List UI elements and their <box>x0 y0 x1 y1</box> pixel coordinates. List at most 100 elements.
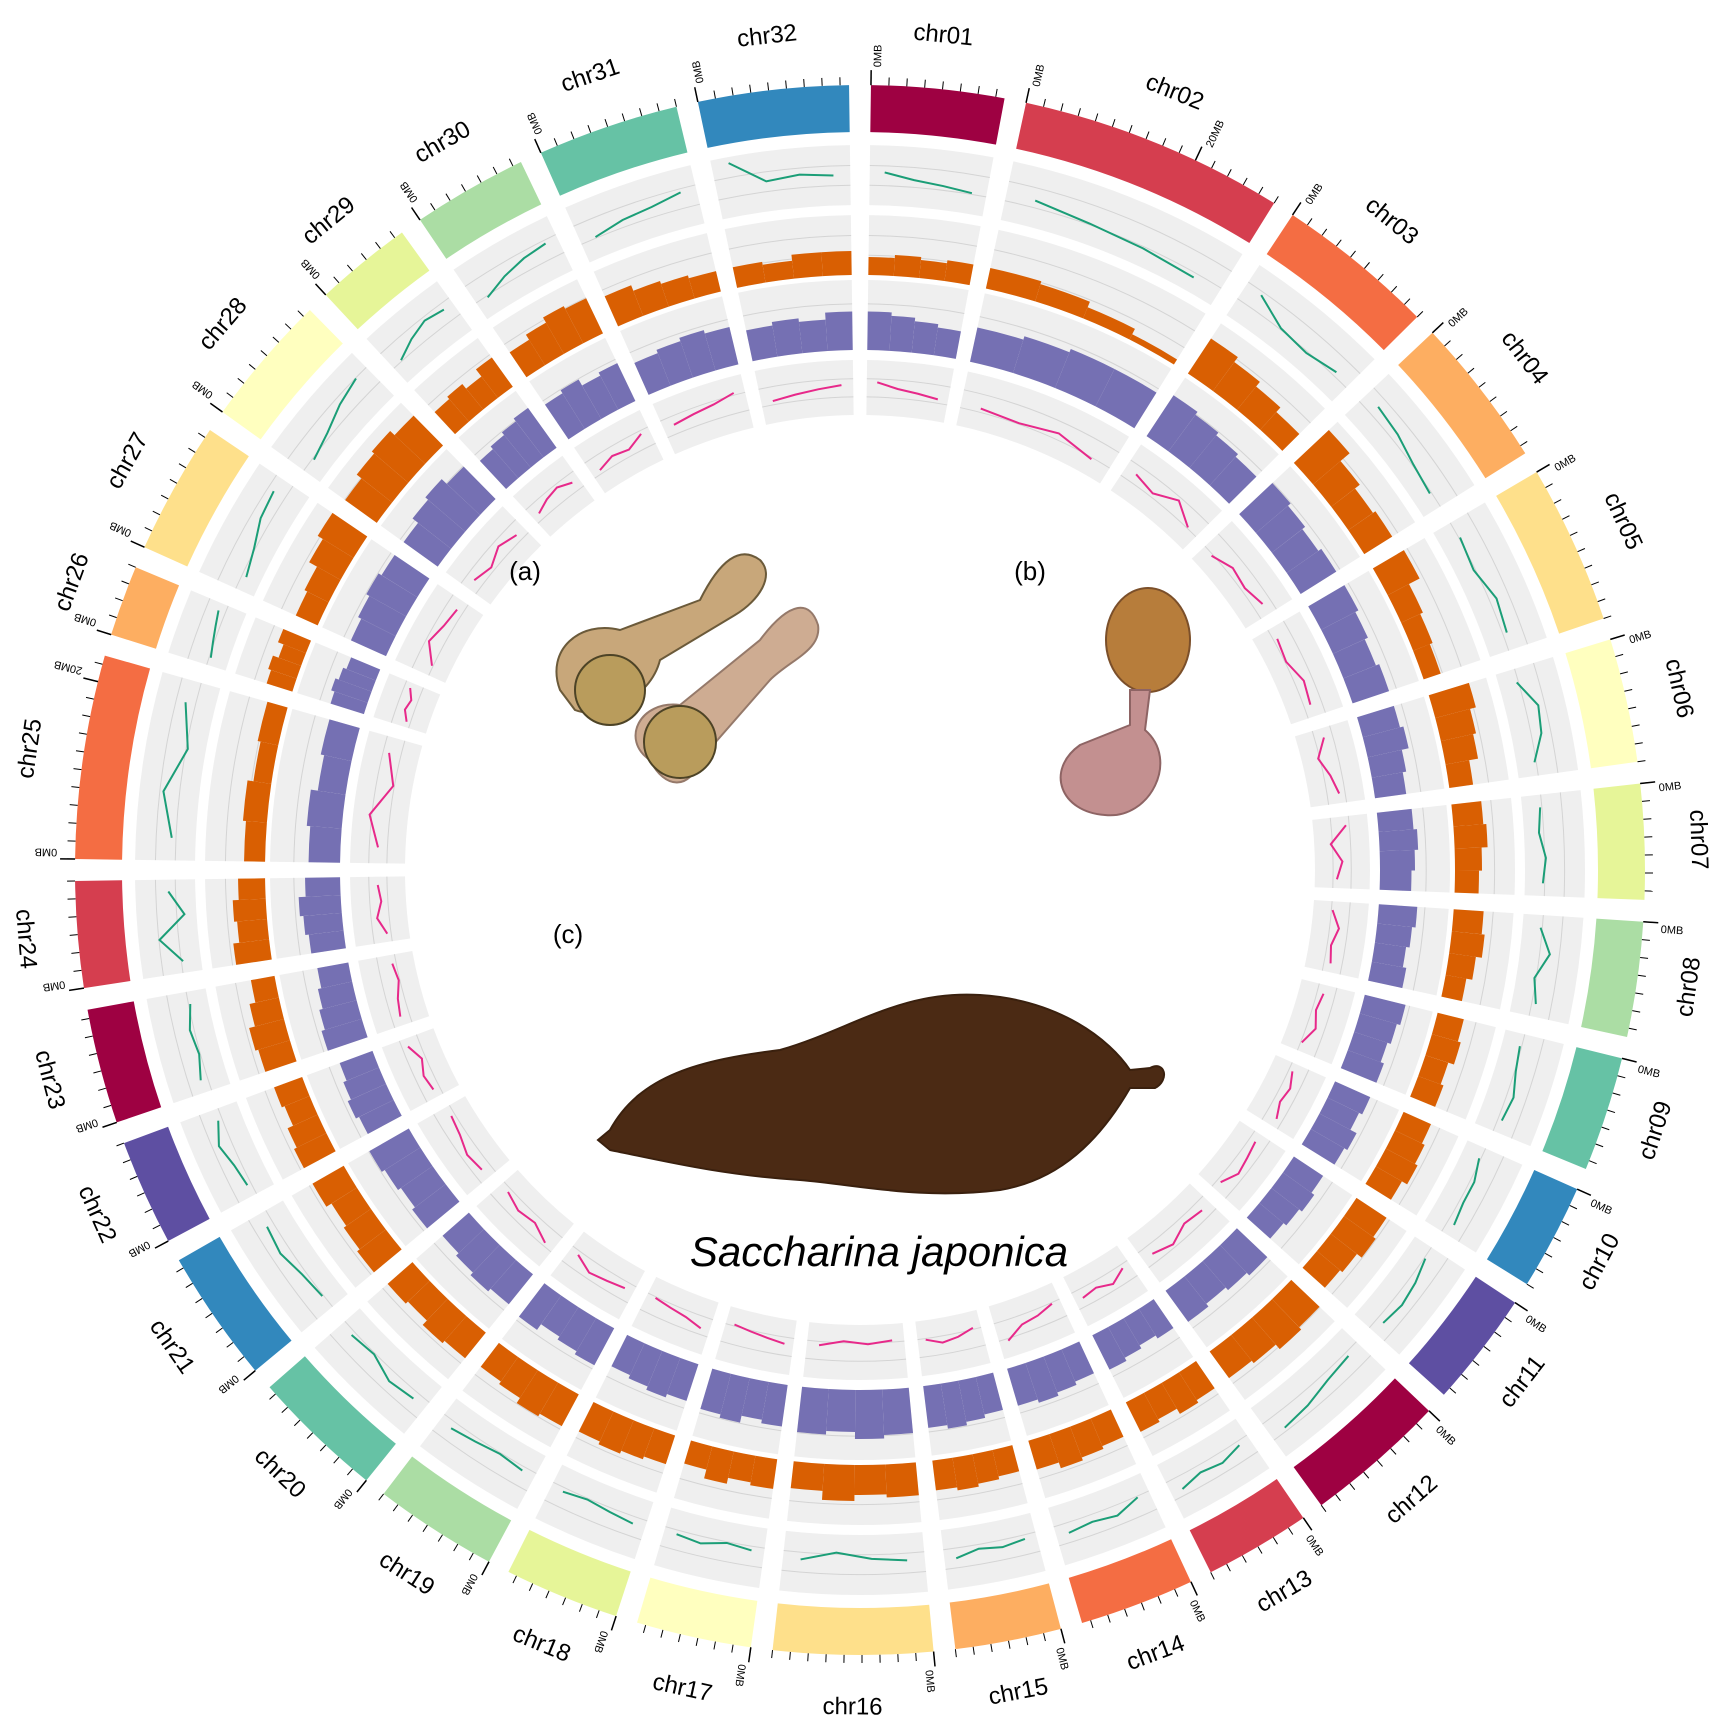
histogram-bar <box>643 1428 676 1465</box>
track-line <box>407 1045 435 1091</box>
track-background <box>230 1200 348 1333</box>
minor-tick <box>803 78 805 88</box>
histogram-bar <box>371 431 426 483</box>
minor-tick <box>1178 145 1183 154</box>
major-tick <box>1025 87 1030 103</box>
track-guide <box>725 1323 795 1340</box>
histogram-bar <box>250 975 279 1003</box>
chromosome-label: chr12 <box>1380 1470 1443 1530</box>
histogram-bar <box>1413 644 1441 680</box>
track-line <box>1317 737 1341 794</box>
minor-tick <box>528 1583 534 1591</box>
minor-tick <box>1321 228 1328 236</box>
histogram-bar <box>434 398 469 435</box>
minor-tick <box>1043 98 1046 107</box>
minor-tick <box>81 1018 90 1021</box>
track-line <box>818 1339 893 1347</box>
minor-tick <box>1619 671 1628 675</box>
ideogram <box>222 310 343 440</box>
histogram-bar <box>1454 870 1479 894</box>
track-line <box>599 433 642 471</box>
track-guide <box>1143 1393 1219 1439</box>
minor-tick <box>678 1634 681 1643</box>
minor-tick <box>1416 1423 1423 1430</box>
track-guide <box>386 740 406 864</box>
minor-tick <box>731 1644 734 1653</box>
major-tick <box>1576 1188 1592 1196</box>
minor-tick <box>1561 1221 1570 1226</box>
histogram-bar <box>822 1463 855 1501</box>
track-guide <box>542 358 616 402</box>
minor-tick <box>378 1493 384 1501</box>
minor-tick <box>73 768 82 771</box>
histogram-bar <box>525 322 564 366</box>
minor-tick <box>1607 1109 1616 1114</box>
track-guide <box>1422 807 1427 892</box>
major-tick <box>314 283 327 296</box>
histogram-bar <box>1343 1197 1387 1238</box>
histogram-bar <box>456 1229 500 1273</box>
minor-tick <box>1390 1448 1397 1455</box>
minor-tick <box>1483 1346 1491 1352</box>
track-line <box>1329 824 1347 880</box>
histogram-bar <box>257 701 288 746</box>
track-guide <box>581 203 700 245</box>
major-tick <box>96 629 112 636</box>
chromosome-label: chr23 <box>29 1047 70 1112</box>
histogram-bar <box>306 789 346 829</box>
minor-tick <box>1349 1483 1356 1491</box>
histogram-bar <box>1376 808 1414 832</box>
chromosome-label: chr03 <box>1360 191 1424 250</box>
cell <box>1059 689 1162 817</box>
histogram-bar <box>1375 1148 1418 1185</box>
ideogram <box>1581 918 1644 1038</box>
histogram-bar <box>1379 870 1412 891</box>
annotation: (b) <box>1014 556 1046 586</box>
minor-tick <box>1643 818 1652 820</box>
histogram-bar <box>1435 708 1477 742</box>
track-guide <box>665 1526 765 1549</box>
track-guide <box>303 381 381 471</box>
track-line <box>728 162 834 183</box>
minor-tick <box>767 82 770 91</box>
minor-tick <box>297 310 304 317</box>
histogram-bar <box>790 1461 825 1491</box>
track-background <box>654 1507 768 1588</box>
track-guide <box>248 1219 318 1320</box>
minor-tick <box>1140 1602 1145 1611</box>
track-background <box>985 229 1206 365</box>
histogram-bar <box>1362 726 1409 758</box>
histogram-bar <box>1445 953 1476 980</box>
minor-tick <box>1060 103 1064 112</box>
histogram-bar <box>1189 435 1239 486</box>
track-line <box>376 884 389 935</box>
minor-tick <box>198 432 206 438</box>
ideogram <box>1266 214 1418 351</box>
histogram-bar <box>771 318 803 357</box>
histogram-bar <box>923 1383 948 1428</box>
minor-tick <box>468 1552 474 1561</box>
histogram-bar <box>560 379 602 429</box>
tick-label: 0MB <box>1658 780 1682 794</box>
chromosome-label: chr30 <box>410 115 476 168</box>
chromosome-label: chr06 <box>1660 656 1699 720</box>
minor-tick <box>260 350 268 357</box>
minor-tick <box>445 193 451 201</box>
histogram-bar <box>1220 1228 1268 1276</box>
major-tick <box>1291 202 1302 216</box>
histogram-bar <box>1255 505 1306 553</box>
track-guide <box>573 184 696 227</box>
track-background <box>574 410 664 494</box>
ideogram <box>1016 102 1275 244</box>
track-guide <box>368 1151 425 1232</box>
track-background <box>715 1306 797 1376</box>
histogram-bar <box>350 618 396 657</box>
track-guide <box>1211 1130 1256 1187</box>
track-guide <box>1283 620 1326 713</box>
track-guide <box>287 367 367 460</box>
track-background <box>350 730 423 864</box>
ideogram <box>383 1456 512 1562</box>
histogram-bar <box>412 499 466 549</box>
track-guide <box>1276 1069 1310 1130</box>
track-guide <box>1528 915 1544 1016</box>
